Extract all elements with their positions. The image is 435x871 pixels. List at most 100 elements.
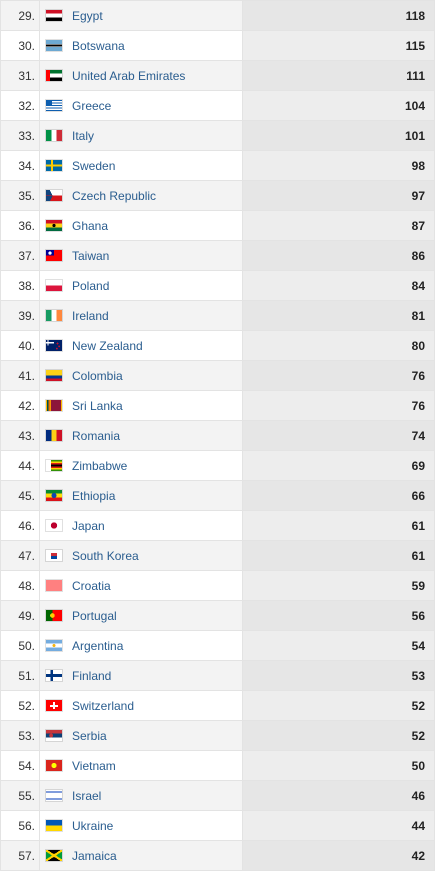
country-link[interactable]: Botswana [72,38,125,53]
country-link[interactable]: Ghana [72,218,109,233]
table-row: 53. Serbia 52 [0,720,435,751]
country-cell: United Arab Emirates [39,60,243,91]
table-row: 33. Italy 101 [0,120,435,151]
country-link[interactable]: New Zealand [72,338,143,353]
croatia-flag-icon [46,580,62,592]
value-cell: 69 [242,450,435,481]
country-link[interactable]: Ireland [72,308,109,323]
table-row: 54. Vietnam 50 [0,750,435,781]
value-cell: 74 [242,420,435,451]
country-cell: South Korea [39,540,243,571]
japan-flag-icon [46,520,62,532]
country-link[interactable]: Greece [72,98,112,113]
value-cell: 52 [242,720,435,751]
rank-cell: 53. [0,720,40,751]
rank-cell: 57. [0,840,40,871]
country-link[interactable]: Vietnam [72,758,116,773]
taiwan-flag-icon [46,250,62,262]
value-cell: 44 [242,810,435,841]
country-link[interactable]: South Korea [72,548,139,563]
country-link[interactable]: Colombia [72,368,123,383]
country-link[interactable]: Ukraine [72,818,114,833]
country-link[interactable]: Taiwan [72,248,110,263]
country-link[interactable]: Sweden [72,158,116,173]
country-cell: Israel [39,780,243,811]
rank-cell: 35. [0,180,40,211]
country-link[interactable]: Italy [72,128,95,143]
country-link[interactable]: Zimbabwe [72,458,128,473]
country-link[interactable]: Portugal [72,608,117,623]
rank-cell: 44. [0,450,40,481]
country-cell: Ireland [39,300,243,331]
country-cell: Egypt [39,0,243,31]
table-row: 42. Sri Lanka 76 [0,390,435,421]
czech-flag-icon [46,190,62,202]
value-cell: 61 [242,540,435,571]
table-row: 50. Argentina 54 [0,630,435,661]
country-cell: Poland [39,270,243,301]
value-cell: 81 [242,300,435,331]
table-row: 47. South Korea 61 [0,540,435,571]
country-link[interactable]: Argentina [72,638,124,653]
table-row: 44. Zimbabwe 69 [0,450,435,481]
country-cell: Japan [39,510,243,541]
table-row: 30. Botswana 115 [0,30,435,61]
ukraine-flag-icon [46,820,62,832]
country-link[interactable]: United Arab Emirates [72,68,186,83]
country-link[interactable]: Romania [72,428,121,443]
value-cell: 86 [242,240,435,271]
value-cell: 97 [242,180,435,211]
country-cell: Serbia [39,720,243,751]
rank-cell: 49. [0,600,40,631]
italy-flag-icon [46,130,62,142]
country-link[interactable]: Poland [72,278,110,293]
sri-lanka-flag-icon [46,400,62,412]
country-link[interactable]: Sri Lanka [72,398,123,413]
country-cell: Vietnam [39,750,243,781]
value-cell: 50 [242,750,435,781]
rank-cell: 50. [0,630,40,661]
country-link[interactable]: Switzerland [72,698,135,713]
table-row: 31. United Arab Emirates 111 [0,60,435,91]
table-row: 29. Egypt 118 [0,0,435,31]
country-link[interactable]: Finland [72,668,112,683]
table-row: 52. Switzerland 52 [0,690,435,721]
country-link[interactable]: Japan [72,518,105,533]
country-link[interactable]: Croatia [72,578,111,593]
country-link[interactable]: Egypt [72,8,103,23]
rank-cell: 56. [0,810,40,841]
country-cell: Argentina [39,630,243,661]
vietnam-flag-icon [46,760,62,772]
value-cell: 66 [242,480,435,511]
table-row: 36. Ghana 87 [0,210,435,241]
value-cell: 59 [242,570,435,601]
country-link[interactable]: Jamaica [72,848,117,863]
portugal-flag-icon [46,610,62,622]
value-cell: 42 [242,840,435,871]
table-row: 46. Japan 61 [0,510,435,541]
country-link[interactable]: Ethiopia [72,488,116,503]
country-link[interactable]: Israel [72,788,102,803]
rank-cell: 34. [0,150,40,181]
rank-cell: 48. [0,570,40,601]
zimbabwe-flag-icon [46,460,62,472]
country-cell: Croatia [39,570,243,601]
value-cell: 52 [242,690,435,721]
ethiopia-flag-icon [46,490,62,502]
rank-cell: 51. [0,660,40,691]
value-cell: 54 [242,630,435,661]
table-row: 41. Colombia 76 [0,360,435,391]
rank-cell: 31. [0,60,40,91]
country-link[interactable]: Czech Republic [72,188,157,203]
israel-flag-icon [46,790,62,802]
country-link[interactable]: Serbia [72,728,107,743]
value-cell: 87 [242,210,435,241]
value-cell: 76 [242,390,435,421]
value-cell: 115 [242,30,435,61]
country-cell: Romania [39,420,243,451]
table-row: 39. Ireland 81 [0,300,435,331]
country-cell: New Zealand [39,330,243,361]
botswana-flag-icon [46,40,62,52]
table-row: 40. New Zealand 80 [0,330,435,361]
